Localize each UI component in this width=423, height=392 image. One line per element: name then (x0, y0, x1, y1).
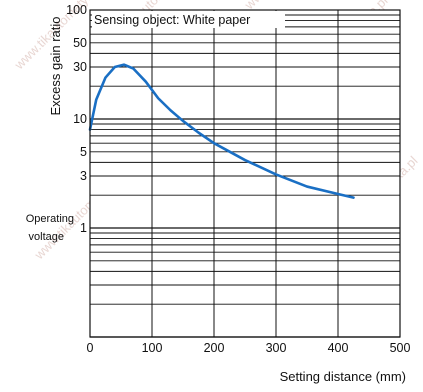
y-tick-label: 50 (73, 36, 87, 50)
x-tick-label: 500 (390, 341, 411, 355)
x-tick-labels: 0 100 200 300 400 500 (87, 341, 411, 355)
x-tick-label: 400 (328, 341, 349, 355)
y-tick-label: 100 (66, 3, 87, 17)
x-tick-label: 100 (142, 341, 163, 355)
x-axis-label: Setting distance (mm) (280, 369, 406, 384)
y-tick-label: 1 (80, 221, 87, 235)
plot-border (89, 9, 401, 338)
x-tick-label: 200 (204, 341, 225, 355)
y-tick-label: 5 (80, 145, 87, 159)
y-axis-label: Excess gain ratio (48, 17, 63, 116)
operating-label: Operating (26, 213, 74, 225)
y-tick-labels: 100 50 30 10 5 3 1 (66, 3, 87, 235)
voltage-label: voltage (29, 231, 64, 243)
y-tick-label: 30 (73, 60, 87, 74)
y-tick-label: 3 (80, 169, 87, 183)
x-tick-label: 300 (266, 341, 287, 355)
series-line (88, 63, 355, 199)
annotation-box: Sensing object: White paper (92, 11, 285, 28)
y-tick-label: 10 (73, 112, 87, 126)
annotation-text: Sensing object: White paper (94, 13, 250, 27)
series-layer (88, 63, 355, 199)
annotation-background (92, 11, 285, 28)
plot-area (90, 10, 400, 337)
x-tick-label: 0 (87, 341, 94, 355)
